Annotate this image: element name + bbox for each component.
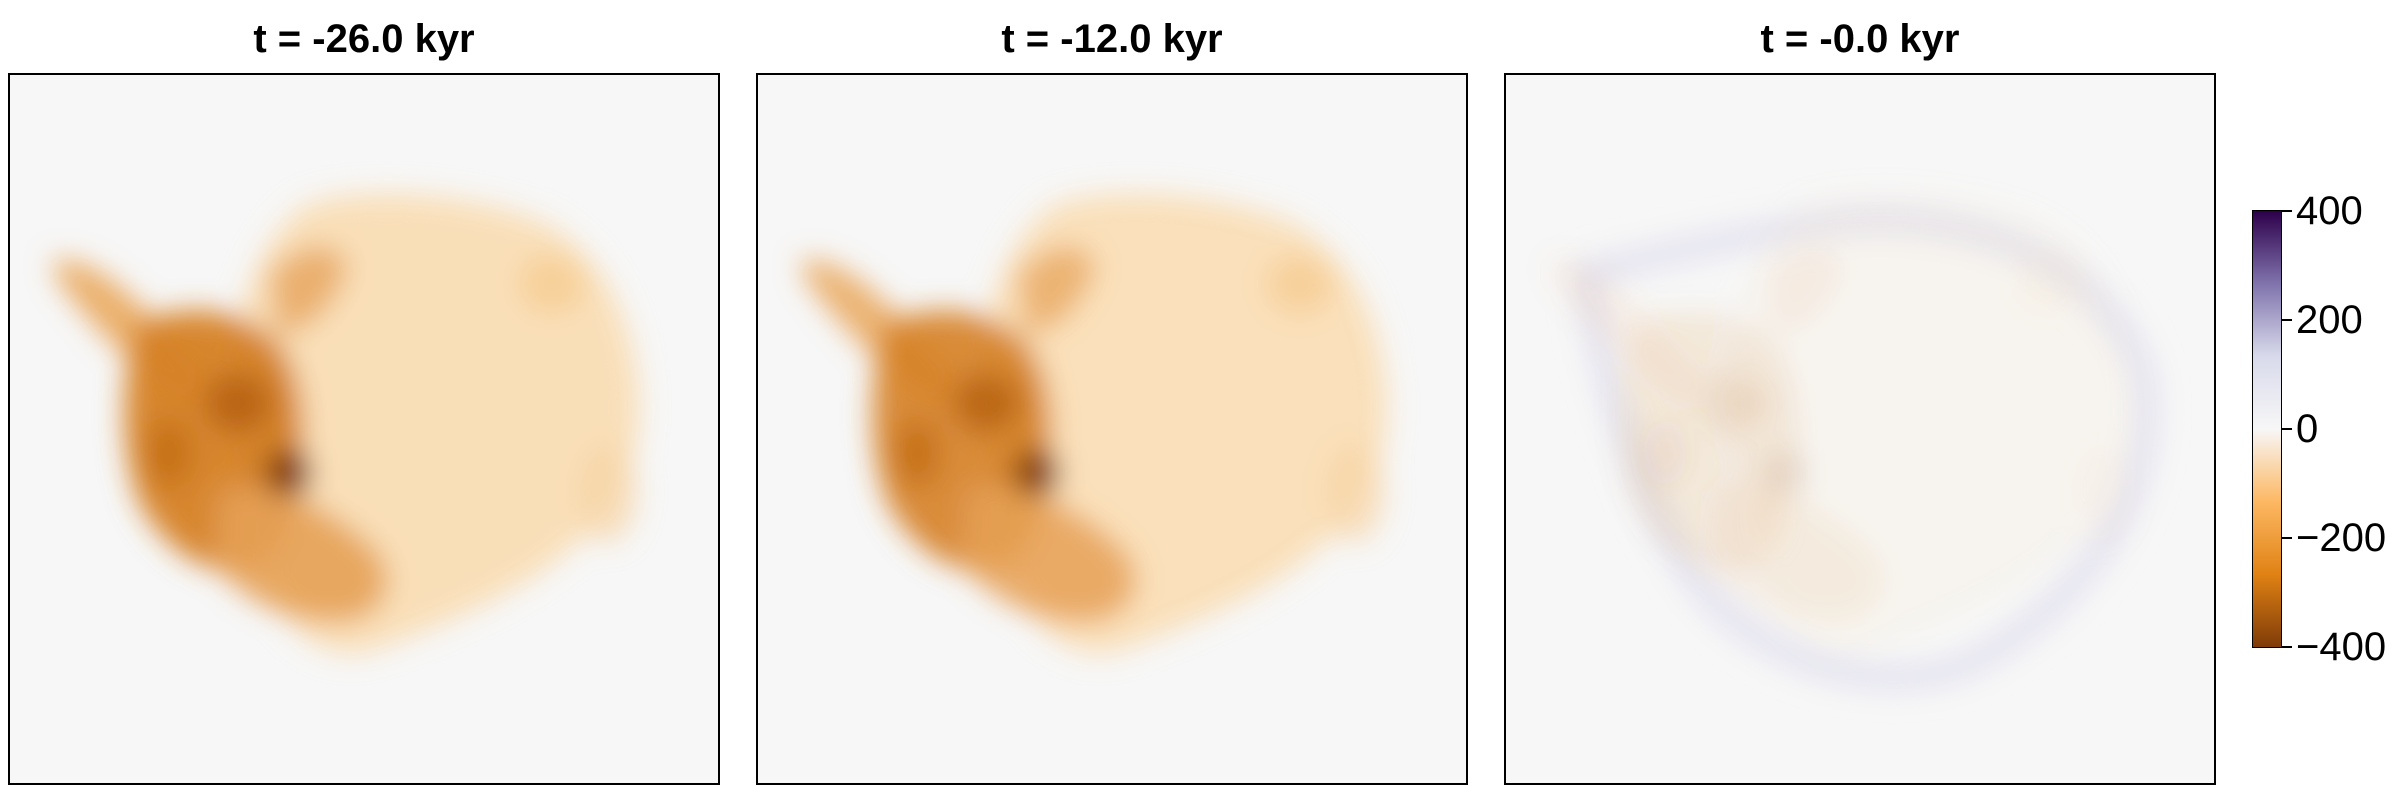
west-hotspot-3 xyxy=(895,419,939,487)
continent-east-edge-ne xyxy=(518,253,586,314)
heatmap-plot-2 xyxy=(758,75,1466,783)
colorbar-label-400: 400 xyxy=(2296,189,2363,233)
west-hotspot-1 xyxy=(1700,373,1769,433)
colorbar-label-0: 0 xyxy=(2296,407,2319,451)
continent-east-edge-se xyxy=(1324,442,1385,543)
heatmap-panel-1 xyxy=(8,73,720,785)
colorbar-label-neg400: −400 xyxy=(2296,625,2387,669)
panel-title-1: t = -26.0 kyr xyxy=(253,17,475,61)
panel-title-2: t = -12.0 kyr xyxy=(1001,17,1223,61)
colorbar-label-200: 200 xyxy=(2296,298,2363,342)
colorbar-tick-400 xyxy=(2282,210,2292,212)
west-hotspot-2 xyxy=(264,448,313,497)
west-hotspot-2 xyxy=(1760,448,1809,497)
colorbar-label-neg200: −200 xyxy=(2296,516,2387,560)
ridge-link xyxy=(1764,245,1845,334)
continent-east-edge-se xyxy=(2072,442,2133,543)
colorbar xyxy=(2252,210,2282,648)
continent-east-edge-ne xyxy=(2014,253,2082,314)
heatmap-field xyxy=(53,193,639,654)
colorbar-tick-200 xyxy=(2282,319,2292,321)
heatmap-panel-2 xyxy=(756,73,1468,785)
heatmap-field xyxy=(1549,193,2135,654)
ridge-link xyxy=(268,245,349,334)
west-hotspot-2 xyxy=(1012,448,1061,497)
heatmap-plot-1 xyxy=(10,75,718,783)
west-hotspot-1 xyxy=(204,373,273,433)
ross-sector xyxy=(213,486,388,623)
heatmap-field xyxy=(801,193,1387,654)
continent-east-edge-se xyxy=(576,442,637,543)
west-hotspot-1 xyxy=(952,373,1021,433)
ross-sector xyxy=(1709,486,1884,623)
heatmap-panel-3 xyxy=(1504,73,2216,785)
colorbar-tick-neg400 xyxy=(2282,646,2292,648)
continent-east-edge-ne xyxy=(1266,253,1334,314)
ross-sector xyxy=(961,486,1136,623)
colorbar-tick-0 xyxy=(2282,428,2292,430)
heatmap-plot-3 xyxy=(1506,75,2214,783)
ridge-link xyxy=(1016,245,1097,334)
west-hotspot-3 xyxy=(147,419,191,487)
west-hotspot-3 xyxy=(1643,419,1687,487)
colorbar-tick-neg200 xyxy=(2282,537,2292,539)
panel-title-3: t = -0.0 kyr xyxy=(1760,17,1960,61)
